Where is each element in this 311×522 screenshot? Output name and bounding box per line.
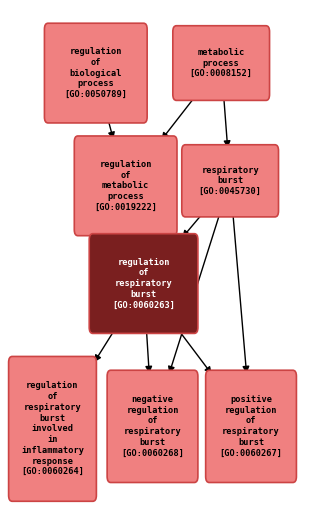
Text: regulation
of
biological
process
[GO:0050789]: regulation of biological process [GO:005… [64,47,127,99]
Text: regulation
of
respiratory
burst
[GO:0060263]: regulation of respiratory burst [GO:0060… [112,257,175,310]
Text: positive
regulation
of
respiratory
burst
[GO:0060267]: positive regulation of respiratory burst… [220,395,282,458]
FancyBboxPatch shape [44,23,147,123]
Text: negative
regulation
of
respiratory
burst
[GO:0060268]: negative regulation of respiratory burst… [121,395,184,458]
FancyBboxPatch shape [173,26,270,100]
FancyBboxPatch shape [107,370,198,482]
FancyBboxPatch shape [89,234,198,334]
Text: respiratory
burst
[GO:0045730]: respiratory burst [GO:0045730] [199,165,262,196]
Text: metabolic
process
[GO:0008152]: metabolic process [GO:0008152] [190,48,253,78]
FancyBboxPatch shape [74,136,177,236]
FancyBboxPatch shape [9,357,96,501]
Text: regulation
of
metabolic
process
[GO:0019222]: regulation of metabolic process [GO:0019… [94,160,157,212]
Text: regulation
of
respiratory
burst
involved
in
inflammatory
response
[GO:0060264]: regulation of respiratory burst involved… [21,382,84,477]
FancyBboxPatch shape [182,145,279,217]
FancyBboxPatch shape [206,370,296,482]
